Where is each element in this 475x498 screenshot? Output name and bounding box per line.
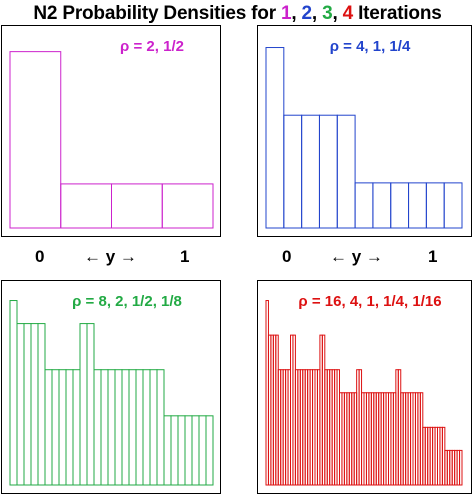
title-sep-2: , bbox=[311, 3, 323, 24]
title-number-2: 2 bbox=[301, 3, 313, 24]
x-axis-label-right: ← y → bbox=[330, 247, 383, 266]
bar-3-27 bbox=[191, 415, 200, 486]
rho-annotation-3: ρ = 8, 2, 1/2, 1/8 bbox=[72, 293, 182, 310]
bar-2-11 bbox=[443, 182, 463, 229]
title-prefix: N2 Probability Densities for bbox=[33, 3, 281, 24]
bar-2-3 bbox=[301, 114, 320, 229]
rho-annotation-1: ρ = 2, 1/2 bbox=[120, 38, 184, 55]
x-axis-label-left: ← y → bbox=[84, 247, 137, 266]
rho-annotation-2: ρ = 4, 1, 1/4 bbox=[330, 38, 411, 55]
bar-3-10 bbox=[72, 369, 81, 486]
chart-panel-iteration-4: ρ = 16, 4, 1, 1/4, 1/16 bbox=[257, 280, 472, 494]
bar-3-9 bbox=[65, 369, 74, 486]
chart-panel-iteration-1: ρ = 2, 1/2 bbox=[1, 25, 221, 237]
bar-3-7 bbox=[51, 369, 60, 486]
x-tick-1-right: 1 bbox=[428, 247, 438, 266]
bar-2-5 bbox=[336, 114, 356, 229]
x-tick-0-left: 0 bbox=[35, 247, 45, 266]
bar-2-1 bbox=[265, 47, 285, 229]
title-number-1: 1 bbox=[280, 3, 292, 24]
bar-2-7 bbox=[372, 182, 392, 229]
x-tick-0-right: 0 bbox=[282, 247, 292, 266]
title-sep-1: , bbox=[291, 3, 302, 24]
bar-3-24 bbox=[170, 415, 179, 486]
bar-2-8 bbox=[390, 182, 410, 229]
bar-3-23 bbox=[163, 415, 172, 486]
bar-1-1 bbox=[9, 51, 62, 229]
bar-3-6 bbox=[44, 369, 53, 486]
bar-3-1 bbox=[9, 300, 18, 486]
bar-3-17 bbox=[121, 369, 130, 486]
bar-3-8 bbox=[58, 369, 67, 486]
bar-2-10 bbox=[425, 182, 445, 229]
bar-3-11 bbox=[79, 323, 88, 486]
title-suffix: Iterations bbox=[353, 3, 442, 24]
bar-3-15 bbox=[107, 369, 116, 486]
bar-3-14 bbox=[100, 369, 109, 486]
bar-3-16 bbox=[114, 369, 123, 486]
bar-3-28 bbox=[198, 415, 207, 486]
bar-2-4 bbox=[318, 114, 338, 229]
bar-2-6 bbox=[354, 182, 374, 229]
bar-3-29 bbox=[205, 415, 214, 486]
bar-3-12 bbox=[86, 323, 95, 486]
bar-3-18 bbox=[128, 369, 137, 486]
bar-3-22 bbox=[156, 369, 165, 486]
title-number-4: 4 bbox=[342, 3, 354, 24]
histogram-svg-1: ρ = 2, 1/2 bbox=[9, 38, 214, 229]
chart-panel-iteration-3: ρ = 8, 2, 1/2, 1/8 bbox=[1, 280, 221, 494]
bar-3-3 bbox=[23, 323, 32, 486]
histogram-svg-3: ρ = 8, 2, 1/2, 1/8 bbox=[9, 293, 214, 486]
bar-3-2 bbox=[16, 323, 25, 486]
x-axis-row-right: 0 ← y → 1 bbox=[0, 247, 475, 269]
bar-3-5 bbox=[37, 323, 46, 486]
bar-2-2 bbox=[283, 114, 303, 229]
bar-4-80 bbox=[459, 449, 463, 486]
rho-annotation-4: ρ = 16, 4, 1, 1/4, 1/16 bbox=[298, 293, 441, 310]
bar-1-2 bbox=[60, 183, 112, 229]
bar-1-4 bbox=[161, 183, 214, 229]
bar-2-9 bbox=[408, 182, 427, 229]
bar-1-3 bbox=[111, 183, 163, 229]
bar-3-20 bbox=[142, 369, 151, 486]
bar-3-19 bbox=[135, 369, 144, 486]
title-number-3: 3 bbox=[322, 3, 333, 24]
chart-panel-iteration-2: ρ = 4, 1, 1/4 bbox=[257, 25, 472, 237]
chart-title: N2 Probability Densities for 1, 2, 3, 4 … bbox=[0, 0, 475, 28]
x-tick-1-left: 1 bbox=[180, 247, 190, 266]
bar-3-21 bbox=[149, 369, 158, 486]
histogram-svg-2: ρ = 4, 1, 1/4 bbox=[265, 38, 463, 229]
bar-3-26 bbox=[184, 415, 193, 486]
title-sep-3: , bbox=[332, 3, 343, 24]
x-axis-row-left: 0 ← y → 1 bbox=[0, 247, 230, 269]
bar-3-13 bbox=[93, 369, 102, 486]
histogram-svg-4: ρ = 16, 4, 1, 1/4, 1/16 bbox=[265, 293, 463, 486]
bar-3-25 bbox=[177, 415, 186, 486]
bar-3-4 bbox=[30, 323, 39, 486]
